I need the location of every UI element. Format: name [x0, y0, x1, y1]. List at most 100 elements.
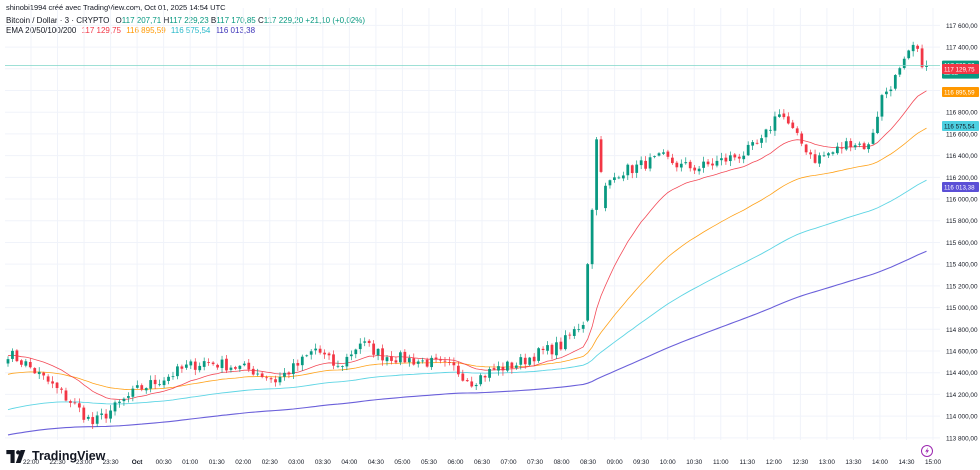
candle [104, 409, 108, 423]
candle-body [715, 160, 719, 166]
candle [617, 175, 621, 180]
candle-body [510, 362, 514, 369]
candle-body [153, 379, 157, 385]
candle-body [86, 416, 90, 419]
candle-body [60, 388, 63, 390]
x-tick-label: 05:00 [394, 459, 410, 466]
candle-body [604, 185, 607, 209]
y-tick-label: 117 400,00 [946, 45, 978, 52]
candle-body [809, 152, 812, 155]
candle-body [862, 143, 866, 150]
x-tick-label: 14:30 [898, 459, 914, 466]
candle-body [46, 376, 50, 382]
candle-body [189, 361, 193, 366]
candle-body [800, 133, 804, 144]
x-tick-label: 22:00 [23, 459, 39, 466]
candle [260, 371, 264, 379]
candle-body [550, 344, 554, 355]
ema200-value: 116 013,38 [215, 26, 256, 35]
ema-tag: 116 013,38 [942, 182, 979, 192]
candle [684, 157, 688, 165]
candle [666, 149, 670, 160]
ema100-line [7, 179, 927, 411]
candle-body [300, 356, 304, 366]
candle-body [180, 366, 184, 369]
candle [60, 386, 63, 394]
candle [283, 367, 286, 381]
candle-body [920, 48, 924, 68]
grid [5, 8, 940, 440]
candle-body [95, 415, 99, 424]
candle [697, 166, 701, 175]
candle-body [835, 146, 839, 154]
candles [6, 41, 928, 430]
candle-body [528, 357, 532, 365]
candle [193, 358, 197, 376]
candle [372, 340, 376, 358]
high-key: H [163, 16, 170, 25]
candle [358, 338, 362, 354]
candle [345, 353, 349, 371]
candle-body [171, 376, 175, 378]
open-value: 117 207,71 [121, 16, 162, 25]
candle [550, 343, 554, 360]
close-value: 117 229,20 [263, 16, 304, 25]
candle-body [113, 402, 117, 412]
x-tick-label: 08:30 [580, 459, 596, 466]
candle-body [822, 155, 826, 157]
candle-body [345, 356, 349, 367]
author-line: shinobi1994 créé avec TradingView.com, O… [6, 3, 226, 12]
candle-body [666, 151, 670, 157]
candle [506, 360, 509, 373]
candle-body [448, 362, 451, 364]
candle-body [390, 356, 393, 361]
candle-body [309, 351, 313, 355]
x-tick-label: 14:00 [872, 459, 888, 466]
candle [113, 400, 117, 416]
candle [336, 360, 340, 369]
candle [858, 141, 862, 148]
candle-body [77, 403, 81, 408]
candle [439, 356, 442, 364]
candle-body [720, 158, 723, 161]
candle [309, 349, 313, 360]
candle [880, 93, 884, 121]
candle [577, 323, 581, 333]
candle-body [381, 348, 384, 361]
ema-tag-bg [942, 182, 979, 192]
candle-body [51, 381, 54, 384]
candle-body [608, 180, 612, 186]
candle-body [506, 361, 509, 371]
candle [608, 179, 612, 189]
candle-body [911, 44, 915, 52]
candle-body [818, 155, 821, 164]
candle-body [314, 348, 318, 351]
candle-body [813, 154, 817, 163]
x-tick-label: 04:30 [368, 459, 384, 466]
candle [452, 357, 456, 371]
candle-body [577, 329, 581, 331]
candle [853, 143, 857, 151]
candle-body [216, 364, 219, 368]
candle [563, 330, 567, 351]
candle [247, 359, 251, 373]
candle-body [323, 352, 326, 355]
candle [256, 368, 260, 377]
candle [599, 136, 603, 174]
candle [314, 343, 318, 355]
flash-icon[interactable] [921, 445, 933, 457]
candle [657, 152, 661, 157]
candle [216, 363, 219, 370]
tradingview-wordmark: TradingView [32, 449, 106, 463]
candle-body [546, 345, 549, 351]
candle [519, 353, 523, 370]
candle [720, 152, 723, 166]
candle-body [737, 156, 741, 159]
candle-body [488, 368, 491, 378]
y-tick-label: 117 600,00 [946, 23, 978, 30]
tradingview-logo[interactable]: TradingView [6, 449, 105, 463]
x-tick-label: 06:00 [447, 459, 463, 466]
time-axis[interactable]: 22:00 22:30 23:00 23:30 Oct 00:30 01:00 01:30 02… [23, 459, 941, 466]
